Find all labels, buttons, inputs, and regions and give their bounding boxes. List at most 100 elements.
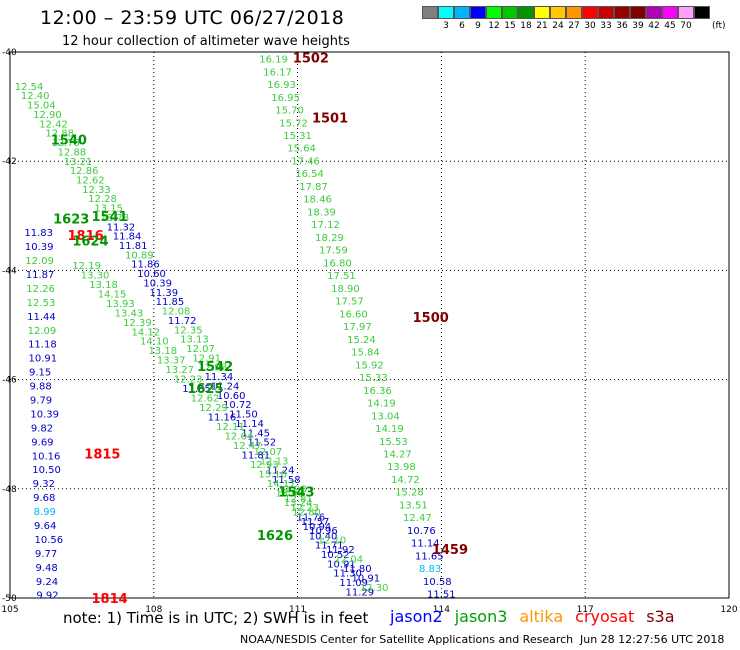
legend-swatch — [534, 6, 550, 19]
legend-bin-label: 18 — [520, 21, 532, 31]
pass-time-label: 1540 — [51, 133, 87, 148]
wave-height-value: 15.10 — [258, 469, 287, 480]
wave-height-value: 17.59 — [319, 246, 348, 257]
wave-height-value: 12.23 — [290, 503, 319, 514]
legend-bin-label: 3 — [443, 21, 449, 31]
wave-height-value: 15.33 — [359, 373, 388, 384]
wave-height-value: 12.88 — [58, 147, 87, 158]
page-subtitle: 12 hour collection of altimeter wave hei… — [62, 34, 350, 49]
x-tick-label: 120 — [720, 605, 737, 615]
legend-bin: 39 — [630, 6, 646, 31]
legend-swatch — [422, 6, 438, 19]
x-tick-label: 117 — [577, 605, 594, 615]
pass-time-label: 1624 — [72, 234, 108, 249]
pass-time-label: 1626 — [257, 529, 293, 544]
wave-height-value: 12.26 — [26, 284, 55, 295]
y-tick-label: -48 — [2, 485, 17, 495]
wave-height-value: 12.62 — [191, 394, 220, 405]
wave-height-value: 13.78 — [101, 213, 130, 224]
wave-height-value: 8.99 — [34, 507, 56, 518]
wave-height-value: 13.18 — [148, 346, 177, 357]
grid-layer: 105 108 111 114 117 120 -40 -42 -44 -46 -48 -50 — [1, 48, 737, 615]
wave-height-value: 11.16 — [208, 413, 237, 424]
wave-height-value: 13.27 — [165, 365, 194, 376]
legend-bin: 33 — [598, 6, 614, 31]
wave-height-value: 12.81 — [284, 494, 313, 505]
wave-height-value: 12.39 — [123, 318, 152, 329]
legend-swatch — [502, 6, 518, 19]
wave-height-value: 16.95 — [271, 93, 300, 104]
pass-time-label: 1502 — [293, 51, 329, 66]
color-legend: 3 6 9 12 15 18 21 24 27 30 33 36 39 42 45 70 (ft) — [422, 6, 726, 31]
legend-swatch — [662, 6, 678, 19]
legend-swatch — [630, 6, 646, 19]
legend-bin-label: 45 — [664, 21, 676, 31]
wave-height-value: 17.97 — [343, 322, 372, 333]
legend-bin: 30 — [582, 6, 598, 31]
wave-height-value: 12.35 — [174, 325, 203, 336]
page-title: 12:00 – 23:59 UTC 06/27/2018 — [40, 7, 345, 29]
wave-height-value: 12.10 — [318, 536, 347, 547]
legend-bin-label: 30 — [584, 21, 596, 31]
y-tick-label: -46 — [2, 376, 17, 386]
wave-height-value: 16.93 — [267, 80, 296, 91]
wave-height-value: 11.32 — [107, 222, 136, 233]
wave-height-value: 11.81 — [241, 450, 270, 461]
wave-height-value: 10.39 — [143, 278, 172, 289]
satellite-legend: jason2 jason3 altika cryosat s3a — [390, 607, 687, 626]
legend-bin: 21 — [534, 6, 550, 31]
pass-time-label: 1459 — [432, 543, 468, 558]
wave-height-value: 13.98 — [387, 462, 416, 473]
legend-swatch — [614, 6, 630, 19]
x-tick-label: 114 — [433, 605, 450, 615]
wave-height-value: 9.24 — [36, 577, 58, 588]
wave-height-value: 11.98 — [278, 484, 307, 495]
legend-bin-label: 27 — [568, 21, 580, 31]
wave-height-value: 12.13 — [260, 456, 289, 467]
wave-height-value: 11.86 — [131, 260, 160, 271]
wave-height-value: 11.14 — [411, 539, 440, 550]
wave-height-value: 13.98 — [275, 488, 304, 499]
wave-height-value: 11.24 — [211, 381, 240, 392]
wave-height-value: 12.28 — [88, 194, 117, 205]
wave-height-value: 12.23 — [174, 375, 203, 386]
x-tick-label: 105 — [1, 605, 18, 615]
legend-swatch — [454, 6, 470, 19]
wave-height-value: 11.92 — [326, 545, 355, 556]
legend-bin: 27 — [566, 6, 582, 31]
pass-time-label: 1816 — [68, 229, 104, 244]
wave-height-value: 11.57 — [301, 517, 330, 528]
wave-height-value: 17.51 — [327, 271, 356, 282]
wave-height-value: 10.72 — [223, 400, 252, 411]
legend-bin: 24 — [550, 6, 566, 31]
wave-height-value: 10.91 — [29, 354, 58, 365]
satellite-jason2: jason2 — [390, 607, 443, 626]
legend-bin: 45 — [662, 6, 678, 31]
wave-height-value: 11.71 — [315, 541, 344, 552]
pass-time-label: 1542 — [197, 360, 233, 375]
wave-height-value: 18.39 — [307, 207, 336, 218]
wave-height-value: 11.87 — [26, 270, 55, 281]
legend-bin: 70 — [678, 6, 694, 31]
x-tick-label: 108 — [145, 605, 162, 615]
x-tick-label: 111 — [289, 605, 306, 615]
legend-bin-label: 15 — [504, 21, 516, 31]
wave-height-value: 11.58 — [272, 475, 301, 486]
legend-bin-label: 24 — [552, 21, 564, 31]
pass-time-label: 1500 — [413, 311, 449, 326]
wave-height-value: 15.72 — [279, 118, 308, 129]
wave-height-value: 12.47 — [233, 441, 262, 452]
wave-height-value: 11.29 — [346, 587, 375, 598]
wave-height-value: 11.83 — [24, 228, 53, 239]
legend-swatch — [518, 6, 534, 19]
wave-height-value: 10.60 — [217, 391, 246, 402]
wave-height-value: 12.47 — [403, 513, 432, 524]
wave-height-value: 10.52 — [321, 550, 350, 561]
wave-height-value: 12.42 — [39, 119, 68, 130]
legend-bin — [422, 6, 438, 31]
wave-height-value: 11.52 — [248, 438, 277, 449]
wave-height-value: 12.79 — [52, 138, 81, 149]
wave-height-value: 8.83 — [419, 564, 441, 575]
legend-bin-label: 42 — [648, 21, 660, 31]
wave-height-value: 12.88 — [45, 129, 74, 140]
